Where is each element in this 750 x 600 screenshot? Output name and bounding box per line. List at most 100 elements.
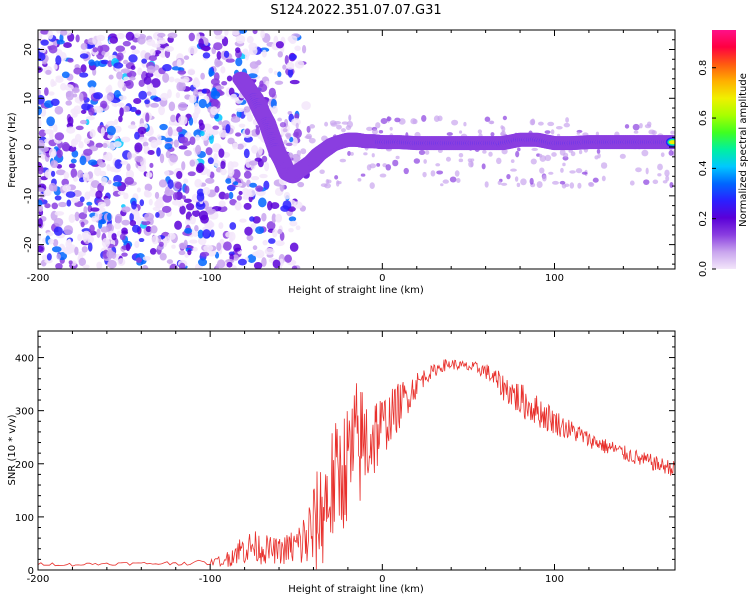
spectrogram-noise-blob — [639, 122, 643, 129]
spectrogram-noise-blob — [78, 257, 87, 267]
spectrogram-noise-blob — [418, 149, 426, 156]
spectrogram-noise-blob — [238, 123, 246, 128]
spectrogram-noise-blob — [189, 136, 196, 145]
spectrogram-noise-blob — [248, 160, 258, 166]
spectrogram-noise-blob — [53, 124, 58, 133]
colorbar-label: Normalized spectral amplitude — [738, 73, 749, 227]
spectrogram-noise-blob — [236, 143, 244, 150]
spectrogram-noise-blob — [271, 105, 278, 115]
spectrogram-noise-blob — [38, 245, 44, 253]
spectrogram-noise-blob — [440, 183, 444, 187]
spectrogram-noise-blob — [226, 184, 236, 192]
spectrogram-noise-blob — [85, 115, 95, 121]
spectrogram-noise-blob — [560, 167, 564, 173]
spectrogram-noise-blob — [114, 222, 122, 230]
spectrogram-noise-blob — [578, 149, 583, 155]
spectrogram-noise-blob — [155, 211, 160, 218]
spectrogram-noise-blob — [61, 178, 69, 187]
spectrogram-noise-blob — [137, 136, 148, 142]
spectrogram-noise-blob — [218, 148, 225, 158]
spectrogram-noise-blob — [581, 171, 588, 175]
x-tick-label: -100 — [199, 273, 222, 284]
spectrogram-y-label: Frequency (Hz) — [7, 112, 18, 188]
spectrogram-noise-blob — [95, 142, 104, 148]
spectrogram-noise-blob — [664, 169, 670, 177]
spectrogram-noise-blob — [213, 159, 221, 167]
spectrogram-noise-blob — [529, 177, 534, 185]
spectrogram-noise-blob — [131, 49, 140, 55]
spectrogram-noise-blob — [275, 41, 284, 49]
spectrogram-noise-blob — [54, 105, 64, 115]
spectrogram-noise-blob — [125, 31, 135, 41]
spectrogram-noise-blob — [80, 109, 87, 115]
spectrogram-noise-blob — [489, 120, 494, 125]
spectrogram-noise-blob — [531, 147, 538, 151]
spectrogram-noise-blob — [151, 87, 157, 96]
spectrogram-noise-blob — [106, 250, 115, 259]
spectrogram-noise-blob — [538, 153, 543, 158]
spectrogram-noise-blob — [58, 201, 67, 208]
colorbar-ticks: 0.0 0.2 0.4 0.6 0.8 — [698, 60, 716, 277]
spectrogram-noise-blob — [65, 100, 73, 106]
spectrogram-noise-blob — [350, 152, 354, 156]
spectrogram-noise-blob — [60, 30, 68, 36]
spectrogram-noise-blob — [38, 52, 46, 62]
spectrogram-noise-blob — [144, 191, 152, 198]
spectrogram-noise-blob — [106, 212, 112, 222]
spectrogram-noise-blob — [116, 102, 125, 107]
spectrogram-noise-blob — [155, 198, 161, 208]
spectrogram-noise-blob — [79, 72, 89, 78]
spectrogram-noise-blob — [150, 225, 158, 234]
spectrogram-noise-blob — [645, 167, 649, 175]
spectrogram-noise-blob — [101, 103, 107, 109]
spectrogram-noise-blob — [243, 148, 250, 159]
spectrogram-noise-blob — [210, 129, 219, 136]
spectrogram-noise-blob — [287, 68, 294, 78]
spectrogram-noise-blob — [202, 186, 211, 196]
spectrogram-noise-blob — [497, 180, 502, 186]
spectrogram-noise-blob — [126, 163, 131, 171]
spectrogram-noise-blob — [286, 61, 295, 70]
spectrogram-noise-blob — [179, 205, 186, 215]
spectrogram-noise-blob — [56, 149, 63, 159]
spectrogram-noise-blob — [218, 129, 228, 138]
spectrogram-noise-blob — [564, 183, 570, 187]
spectrogram-noise-blob — [371, 129, 378, 135]
spectrogram-noise-blob — [177, 102, 188, 111]
spectrogram-noise-blob — [247, 254, 257, 263]
spectrogram-noise-blob — [633, 130, 639, 134]
spectrogram-noise-blob — [205, 177, 215, 184]
spectrogram-noise-blob — [55, 262, 63, 269]
spectrogram-noise-blob — [96, 34, 106, 42]
spectrogram-noise-blob — [44, 87, 49, 96]
spectrogram-noise-blob — [174, 78, 181, 83]
spectrogram-noise-blob — [154, 191, 160, 199]
spectrogram-noise-blob — [295, 131, 299, 137]
spectrogram-noise-blob — [67, 58, 74, 63]
spectrogram-noise-blob — [63, 171, 70, 179]
spectrogram-noise-blob — [273, 70, 278, 76]
spectrogram-noise-blob — [244, 128, 251, 136]
spectrogram-noise-blob — [500, 182, 508, 186]
spectrogram-noise-blob — [96, 228, 101, 239]
spectrogram-noise-blob — [295, 225, 301, 231]
spectrogram-noise-blob — [106, 120, 116, 127]
spectrogram-noise-blob — [192, 231, 199, 238]
spectrogram-noise-blob — [305, 133, 312, 140]
spectrogram-noise-blob — [125, 242, 131, 252]
spectrogram-noise-blob — [71, 138, 79, 146]
spectrogram-noise-blob — [137, 126, 147, 135]
spectrogram-noise-blob — [456, 177, 461, 183]
spectrogram-noise-blob — [345, 125, 352, 131]
spectrogram-noise-blob — [79, 196, 85, 203]
spectrogram-noise-blob — [249, 61, 259, 69]
spectrogram-noise-blob — [238, 190, 243, 196]
spectrogram-noise-blob — [212, 125, 220, 130]
spectrogram-noise-blob — [87, 235, 94, 244]
spectrogram-noise-blob — [506, 173, 511, 180]
spectrogram-noise-blob — [369, 182, 375, 190]
spectrogram-noise-blob — [187, 171, 196, 177]
spectrogram-noise-blob — [660, 152, 665, 158]
spectrogram-noise-blob — [101, 181, 106, 186]
spectrogram-noise-blob — [63, 42, 72, 49]
